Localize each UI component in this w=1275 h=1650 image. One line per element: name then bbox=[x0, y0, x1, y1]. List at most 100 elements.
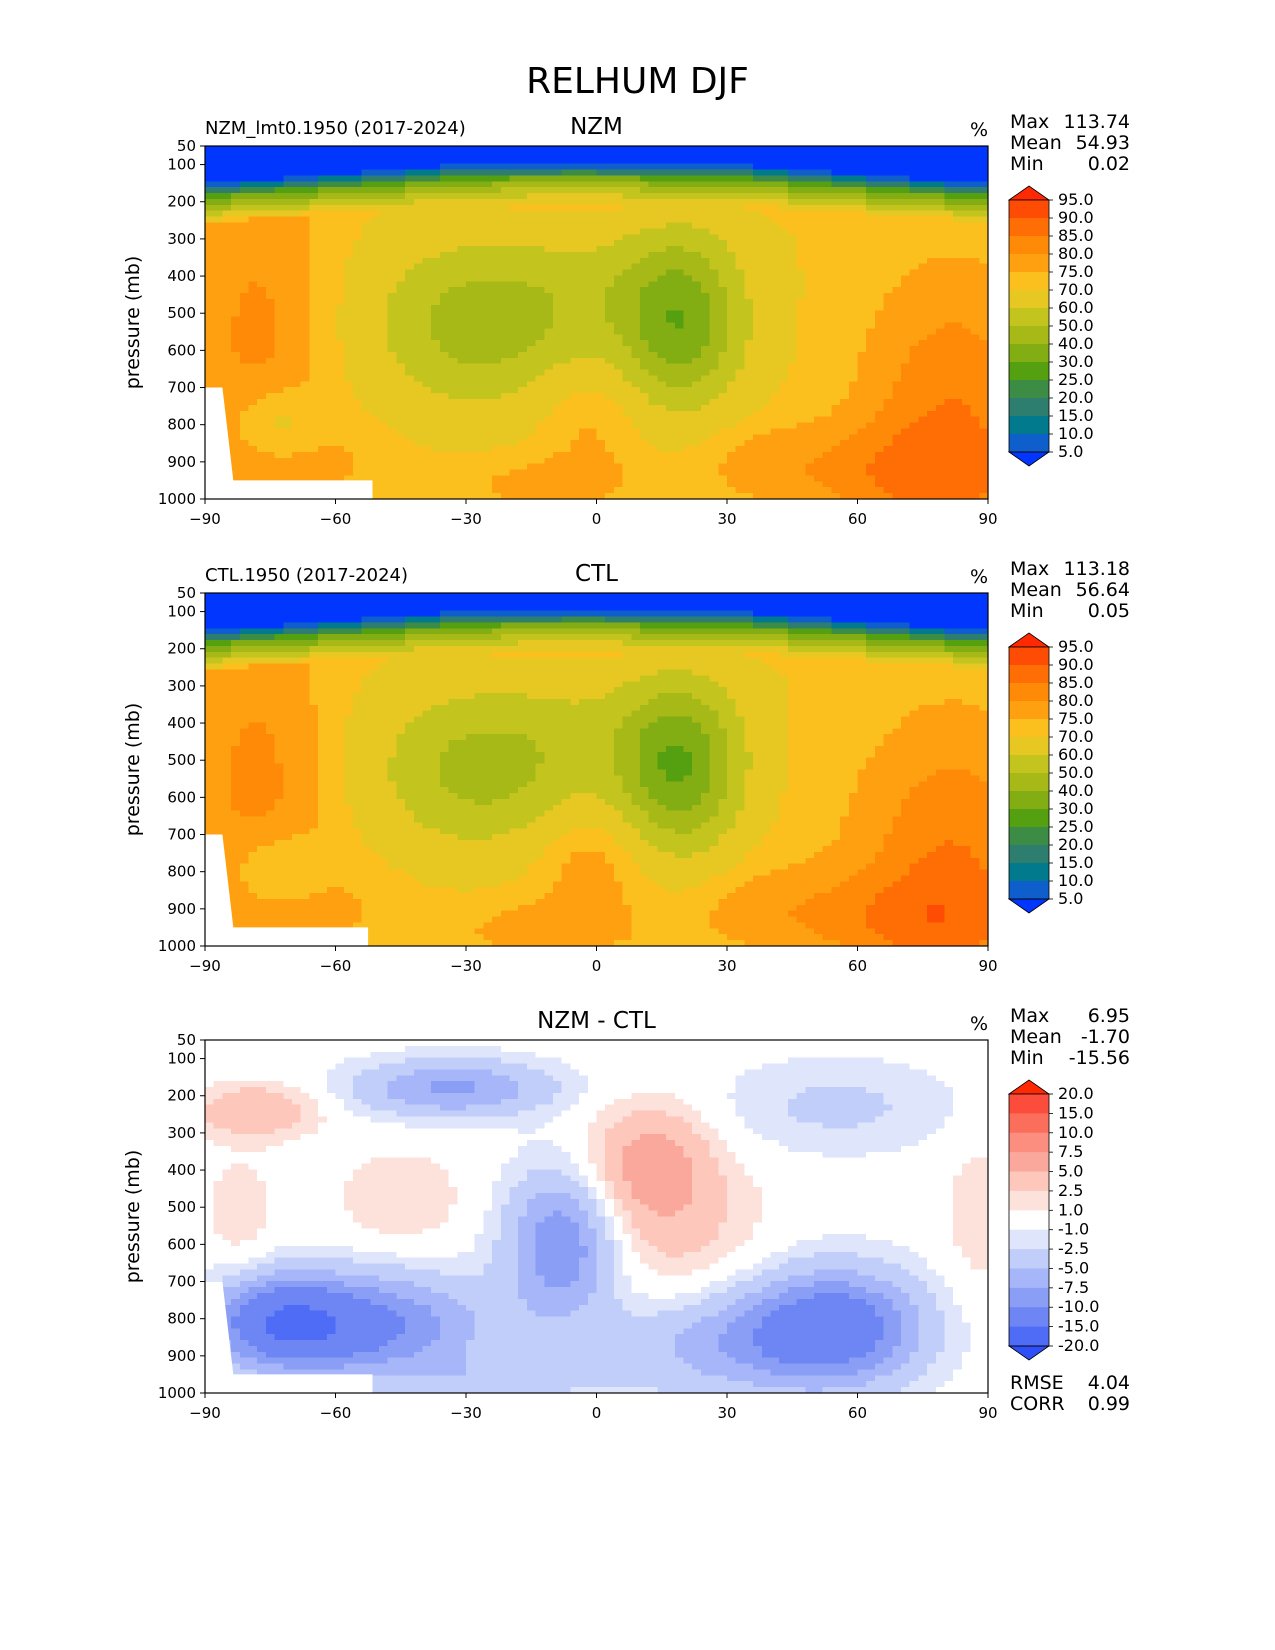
field-cell bbox=[805, 316, 815, 324]
field-cell bbox=[466, 463, 476, 471]
field-cell bbox=[457, 193, 467, 200]
field-cell bbox=[483, 181, 493, 188]
field-cell bbox=[274, 346, 284, 353]
field-cell bbox=[796, 187, 806, 194]
field-cell bbox=[274, 175, 284, 182]
field-cell bbox=[613, 422, 624, 429]
field-cell bbox=[648, 169, 658, 176]
field-cell bbox=[753, 451, 763, 459]
field-cell bbox=[787, 451, 798, 459]
field-cell bbox=[640, 163, 650, 171]
field-cell bbox=[883, 475, 893, 482]
field-cell bbox=[492, 428, 502, 435]
field-cell bbox=[344, 216, 354, 224]
field-cell bbox=[526, 369, 537, 377]
field-cell bbox=[761, 151, 772, 159]
field-cell bbox=[413, 404, 424, 412]
field-cell bbox=[579, 263, 589, 271]
field-cell bbox=[553, 263, 563, 271]
field-cell bbox=[283, 428, 293, 435]
field-cell bbox=[727, 187, 737, 194]
field-cell bbox=[344, 193, 354, 200]
field-cell bbox=[735, 222, 745, 229]
field-cell bbox=[231, 169, 241, 176]
field-cell bbox=[822, 375, 832, 382]
field-cell bbox=[535, 210, 545, 218]
field-cell bbox=[422, 310, 432, 318]
field-cell bbox=[335, 357, 345, 365]
field-cell bbox=[770, 198, 780, 206]
field-cell bbox=[318, 440, 328, 447]
field-cell bbox=[309, 169, 319, 176]
field-cell bbox=[648, 216, 658, 224]
field-cell bbox=[700, 275, 711, 282]
field-cell bbox=[274, 234, 284, 241]
field-cell bbox=[683, 381, 693, 388]
field-cell bbox=[596, 369, 606, 377]
field-cell bbox=[413, 487, 424, 494]
field-cell bbox=[692, 181, 702, 188]
field-cell bbox=[570, 293, 580, 300]
field-cell bbox=[248, 422, 258, 429]
field-cell bbox=[500, 375, 511, 382]
field-cell bbox=[735, 469, 745, 477]
field-cell bbox=[700, 428, 711, 435]
field-cell bbox=[787, 422, 798, 429]
field-cell bbox=[744, 393, 754, 400]
field-cell bbox=[518, 299, 528, 306]
field-cell bbox=[909, 316, 919, 324]
field-cell bbox=[622, 334, 632, 341]
field-cell bbox=[292, 222, 302, 229]
field-cell bbox=[579, 475, 589, 482]
field-cell bbox=[796, 363, 806, 371]
field-cell bbox=[265, 463, 276, 471]
field-cell bbox=[231, 275, 241, 282]
field-cell bbox=[561, 369, 571, 377]
field-cell bbox=[744, 269, 754, 277]
field-cell bbox=[805, 428, 815, 435]
field-cell bbox=[457, 146, 467, 153]
field-cell bbox=[640, 481, 650, 488]
field-cell bbox=[727, 340, 737, 347]
field-cell bbox=[727, 263, 737, 271]
field-cell bbox=[448, 404, 458, 412]
field-cell bbox=[892, 451, 902, 459]
field-cell bbox=[761, 263, 772, 271]
field-cell bbox=[692, 440, 702, 447]
field-cell bbox=[553, 340, 563, 347]
field-cell bbox=[631, 457, 641, 465]
field-cell bbox=[318, 422, 328, 429]
field-cell bbox=[692, 422, 702, 429]
field-cell bbox=[787, 234, 798, 241]
field-cell bbox=[509, 316, 519, 324]
field-cell bbox=[396, 440, 406, 447]
field-cell bbox=[492, 451, 502, 459]
field-cell bbox=[779, 416, 789, 424]
field-cell bbox=[727, 322, 737, 329]
field-cell bbox=[640, 351, 650, 359]
field-cell bbox=[874, 451, 885, 459]
field-cell bbox=[918, 146, 928, 153]
field-cell bbox=[405, 346, 415, 353]
field-cell bbox=[448, 346, 458, 353]
field-cell bbox=[265, 181, 276, 188]
field-cell bbox=[405, 334, 415, 341]
field-cell bbox=[596, 293, 606, 300]
field-cell bbox=[605, 475, 615, 482]
field-cell bbox=[553, 181, 563, 188]
field-cell bbox=[822, 269, 832, 277]
field-cell bbox=[779, 393, 789, 400]
field-cell bbox=[483, 222, 493, 229]
field-cell bbox=[735, 187, 745, 194]
field-cell bbox=[814, 481, 824, 488]
field-cell bbox=[631, 440, 641, 447]
field-cell bbox=[840, 363, 850, 371]
field-cell bbox=[587, 416, 598, 424]
field-cell bbox=[918, 446, 928, 453]
field-cell bbox=[622, 169, 632, 176]
field-cell bbox=[213, 304, 223, 312]
field-cell bbox=[918, 151, 928, 159]
field-cell bbox=[239, 463, 250, 471]
field-cell bbox=[544, 440, 554, 447]
field-cell bbox=[387, 216, 397, 224]
